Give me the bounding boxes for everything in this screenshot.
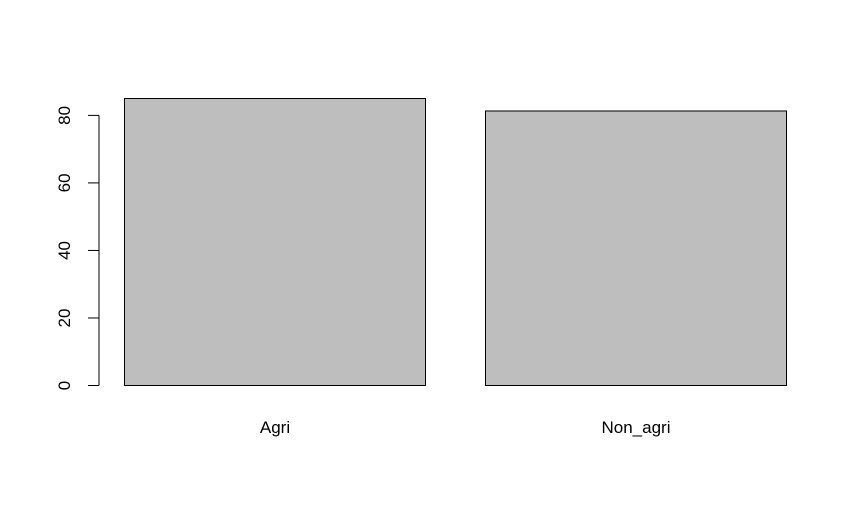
y-tick-label: 40 <box>55 241 74 260</box>
y-tick-label: 0 <box>55 381 74 390</box>
category-label: Non_agri <box>602 418 671 437</box>
y-axis: 0 20 40 60 80 <box>55 106 100 390</box>
bars-layer <box>124 98 787 386</box>
category-label: Agri <box>260 418 290 437</box>
bar-agri <box>124 98 426 386</box>
y-tick-label: 20 <box>55 309 74 328</box>
y-tick-label: 80 <box>55 106 74 125</box>
x-axis-labels: Agri Non_agri <box>260 418 671 437</box>
y-tick-label: 60 <box>55 173 74 192</box>
bar-non-agri <box>485 110 787 386</box>
